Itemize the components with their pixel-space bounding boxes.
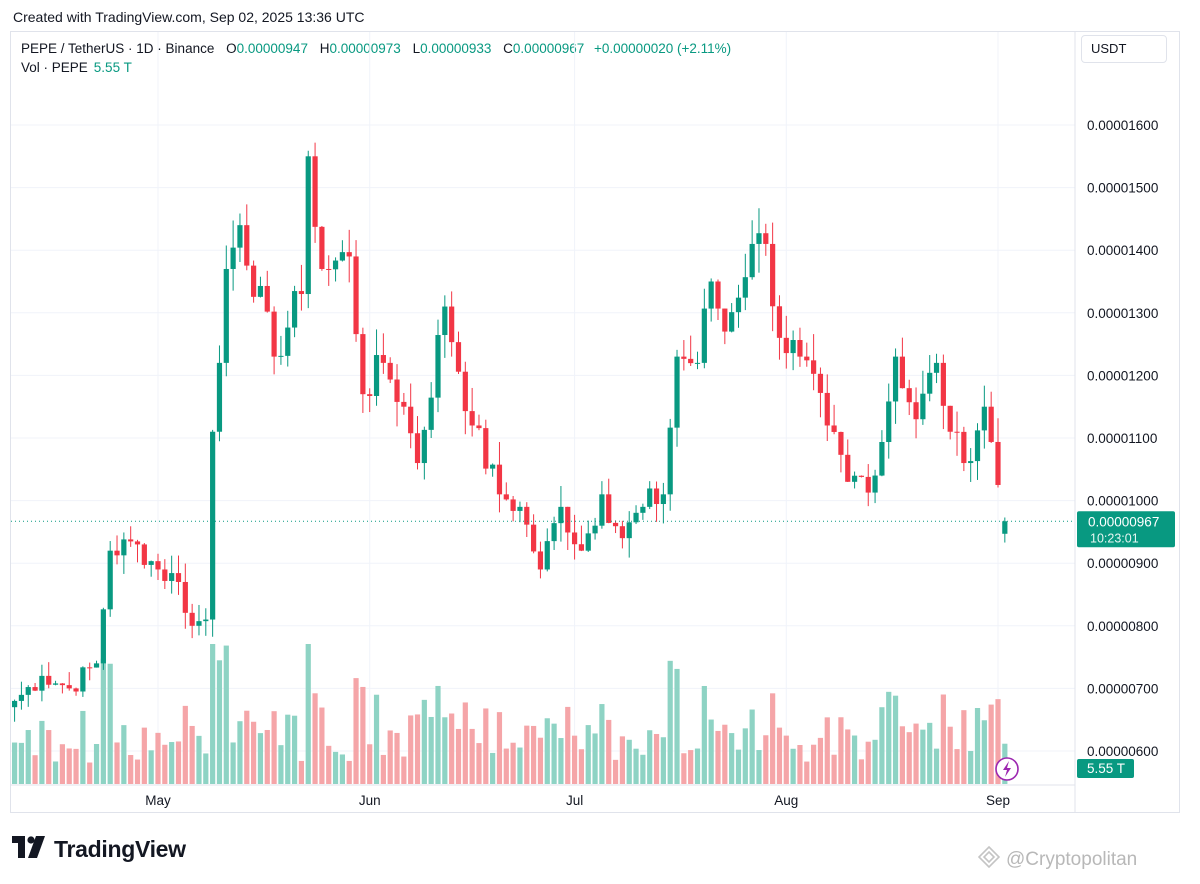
open-label: O <box>226 41 237 56</box>
open-value: 0.00000947 <box>236 41 308 56</box>
high-value: 0.00000973 <box>329 41 401 56</box>
high-label: H <box>319 41 330 56</box>
symbol-title[interactable]: PEPE / TetherUS · 1D · Binance <box>21 41 215 56</box>
watermark-text: @Cryptopolitan <box>1006 849 1138 870</box>
volume-value: 5.55 T <box>93 60 132 75</box>
tradingview-wordmark: TradingView <box>54 836 186 862</box>
low-label: L <box>412 41 421 56</box>
created-with-caption: Created with TradingView.com, Sep 02, 20… <box>13 9 365 25</box>
change-value: +0.00000020 (+2.11%) <box>594 41 732 56</box>
ohlc-legend: PEPE / TetherUS · 1D · Binance O0.000009… <box>21 41 731 56</box>
tradingview-brand[interactable]: TradingView <box>12 836 186 863</box>
close-value: 0.00000967 <box>512 41 585 56</box>
chart-panel[interactable] <box>10 31 1180 813</box>
cryptopolitan-watermark: @Cryptopolitan <box>977 845 1138 874</box>
close-label: C <box>503 41 513 56</box>
low-value: 0.00000933 <box>420 41 492 56</box>
volume-legend: Vol · PEPE 5.55 T <box>21 60 132 75</box>
tradingview-logo-icon <box>12 836 46 863</box>
currency-button[interactable]: USDT <box>1081 35 1167 63</box>
cryptopolitan-logo-icon <box>977 845 1001 874</box>
volume-label: Vol · PEPE <box>21 60 88 75</box>
